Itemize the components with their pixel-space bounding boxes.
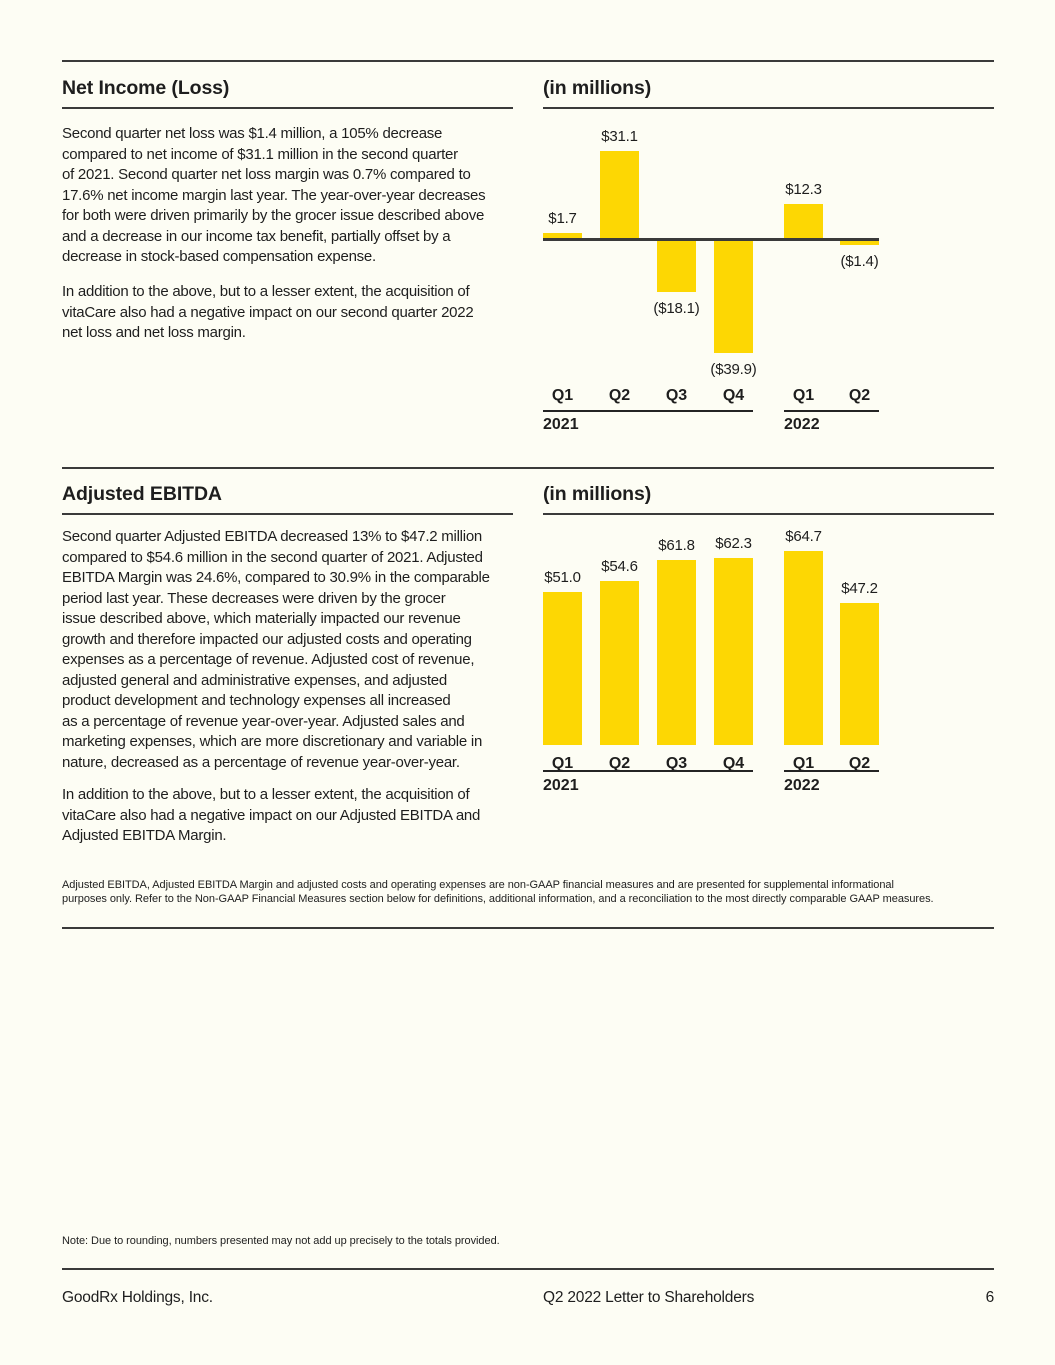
chart-units-heading: (in millions): [543, 77, 652, 99]
non-gaap-footnote: Adjusted EBITDA, Adjusted EBITDA Margin …: [62, 879, 934, 905]
section-heading-net-income: Net Income (Loss): [62, 77, 230, 99]
chart-heading-underline: [543, 513, 994, 515]
x-axis-tick-label: Q3: [665, 755, 688, 772]
bar-q3-2021: [657, 560, 696, 745]
footer-divider: [62, 1268, 994, 1270]
year-group-underline: [543, 770, 753, 772]
bar-value-label: $62.3: [715, 535, 752, 552]
rounding-note: Note: Due to rounding, numbers presented…: [62, 1235, 500, 1247]
bar-q1-2021: [543, 233, 582, 238]
x-axis-tick-label: Q1: [551, 755, 574, 772]
x-axis-tick-label: Q4: [722, 755, 745, 772]
bar-value-label: $12.3: [785, 181, 822, 198]
x-axis-tick-label: Q2: [848, 755, 871, 772]
x-axis-tick-label: Q1: [792, 387, 815, 404]
chart-units-heading: (in millions): [543, 483, 652, 505]
footer-page-number: 6: [985, 1289, 995, 1306]
x-axis-tick-label: Q2: [608, 755, 631, 772]
bar-q1-2022: [784, 204, 823, 238]
footer-document-title: Q2 2022 Letter to Shareholders: [543, 1289, 755, 1306]
year-group-underline: [784, 770, 879, 772]
year-group-underline: [784, 410, 879, 412]
bar-q2-2021: [600, 581, 639, 745]
bar-value-label: $47.2: [841, 580, 878, 597]
adjusted-ebitda-paragraph-2: In addition to the above, but to a lesse…: [62, 786, 481, 844]
bar-value-label: $31.1: [601, 128, 638, 145]
x-axis-tick-label: Q4: [722, 387, 745, 404]
bar-value-label: ($1.4): [840, 252, 879, 270]
section-heading-adjusted-ebitda: Adjusted EBITDA: [62, 483, 222, 505]
bar-value-label: $54.6: [601, 558, 638, 575]
bar-value-label: $64.7: [785, 528, 822, 545]
footnote-divider: [62, 927, 994, 929]
net-income-chart: $1.7 Q1 $31.1 Q2 ($18.1) Q3 ($39.9) Q4 $12.3 Q1 ($…: [543, 110, 995, 450]
bar-value-label: ($18.1): [653, 299, 700, 317]
x-axis-tick-label: Q2: [848, 387, 871, 404]
bar-value-label: ($39.9): [710, 360, 757, 378]
footer-company: GoodRx Holdings, Inc.: [62, 1289, 213, 1306]
bar-q4-2021: [714, 558, 753, 745]
x-axis-tick-label: Q1: [792, 755, 815, 772]
adjusted-ebitda-paragraph-1: Second quarter Adjusted EBITDA decreased…: [62, 528, 490, 771]
section-top-divider: [62, 60, 994, 62]
bar-q4-2021: [714, 240, 753, 353]
x-axis-tick-label: Q3: [665, 387, 688, 404]
heading-underline: [62, 107, 513, 109]
adjusted-ebitda-chart: $51.0 Q1 $54.6 Q2 $61.8 Q3 $62.3 Q4 $64.7 Q1 $47.2…: [543, 515, 995, 815]
chart-heading-underline: [543, 107, 994, 109]
section-top-divider: [62, 467, 994, 469]
bar-value-label: $61.8: [658, 537, 695, 554]
zero-axis-line: [543, 238, 879, 241]
year-group-underline: [543, 410, 753, 412]
bar-value-label: $1.7: [548, 210, 577, 227]
bar-q2-2021: [600, 151, 639, 238]
bar-q1-2022: [784, 551, 823, 745]
x-axis-tick-label: Q2: [608, 387, 631, 404]
net-income-paragraph-1: Second quarter net loss was $1.4 million…: [62, 125, 486, 265]
bar-value-label: $51.0: [544, 569, 581, 586]
x-axis-tick-label: Q1: [551, 387, 574, 404]
net-income-paragraph-2: In addition to the above, but to a lesse…: [62, 283, 474, 341]
year-label: 2022: [784, 416, 820, 433]
year-label: 2022: [784, 777, 820, 794]
year-label: 2021: [543, 777, 579, 794]
bar-q1-2021: [543, 592, 582, 745]
year-label: 2021: [543, 416, 579, 433]
heading-underline: [62, 513, 513, 515]
bar-q2-2022: [840, 603, 879, 745]
bar-q3-2021: [657, 240, 696, 292]
bar-q2-2022: [840, 240, 879, 245]
